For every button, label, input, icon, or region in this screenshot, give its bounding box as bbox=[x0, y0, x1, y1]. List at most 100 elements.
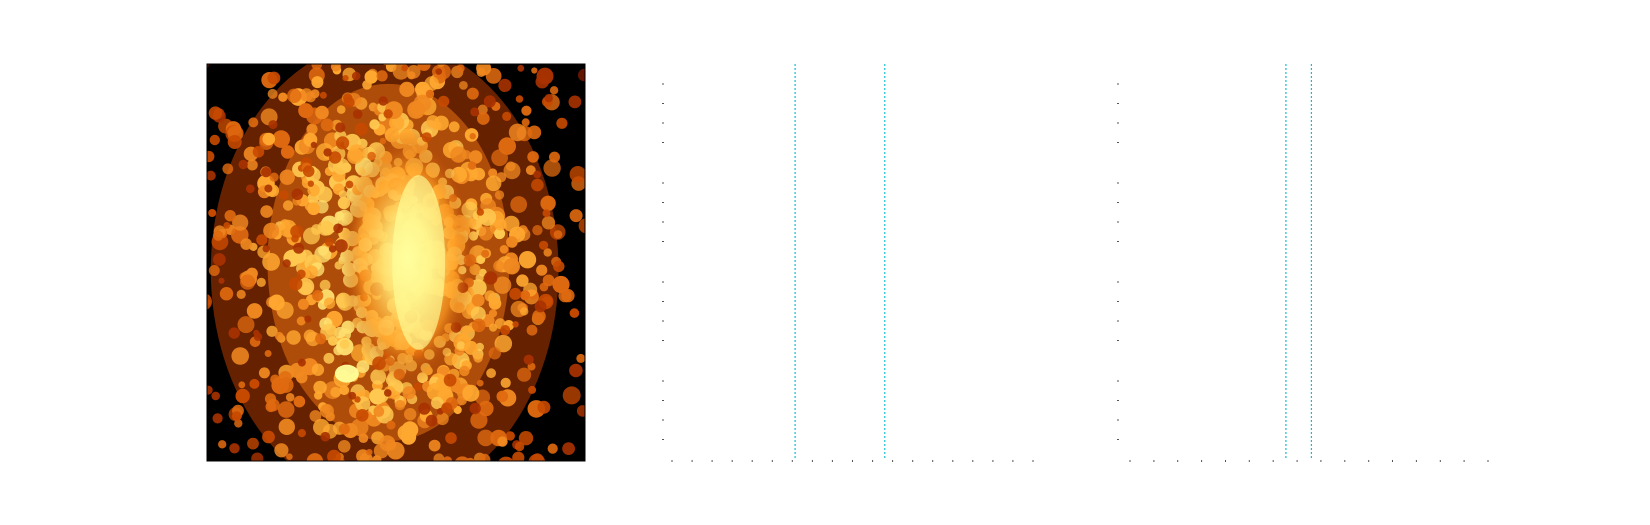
image-blob bbox=[154, 44, 168, 58]
image-outer-source bbox=[533, 170, 542, 179]
image-outer-source bbox=[320, 118, 334, 132]
image-blob bbox=[569, 363, 583, 378]
image-outer-source bbox=[418, 402, 431, 415]
image-bright-spot bbox=[334, 364, 359, 383]
image-outer-source bbox=[443, 373, 457, 387]
image-blob bbox=[508, 123, 527, 142]
image-blob bbox=[435, 64, 451, 80]
image-blob bbox=[161, 346, 172, 357]
image-blob bbox=[523, 467, 531, 475]
image-blob bbox=[330, 386, 341, 398]
image-blob bbox=[232, 214, 249, 231]
image-blob bbox=[431, 396, 444, 410]
image-blob bbox=[428, 439, 441, 452]
image-outer-source bbox=[441, 402, 453, 414]
image-blob bbox=[369, 119, 380, 130]
image-blob bbox=[306, 123, 318, 135]
image-blob bbox=[663, 107, 680, 124]
image-blob bbox=[416, 0, 433, 10]
image-outer-source bbox=[228, 327, 240, 339]
image-outer-source bbox=[207, 170, 216, 181]
image-blob bbox=[471, 294, 485, 307]
image-blob bbox=[494, 190, 505, 200]
image-blob bbox=[339, 385, 350, 396]
image-blob bbox=[528, 385, 537, 394]
image-blob bbox=[303, 329, 317, 342]
image-blob bbox=[373, 443, 389, 459]
image-blob bbox=[218, 516, 230, 525]
image-blob bbox=[436, 64, 446, 67]
image-blob bbox=[243, 482, 254, 493]
image-blob bbox=[488, 309, 498, 318]
image-blob bbox=[648, 0, 663, 2]
image-blob bbox=[319, 279, 331, 291]
image-outer-source bbox=[549, 151, 560, 163]
image-outer-source bbox=[315, 333, 327, 345]
image-blob bbox=[518, 431, 534, 446]
image-blob bbox=[50, 50, 59, 59]
image-blob bbox=[536, 264, 548, 276]
image-blob bbox=[432, 121, 442, 131]
image-blob bbox=[477, 429, 495, 447]
image-blob bbox=[497, 436, 508, 447]
image-blob bbox=[560, 474, 577, 491]
image-blob bbox=[171, 319, 180, 328]
image-blob bbox=[516, 274, 529, 287]
image-blob bbox=[347, 144, 366, 162]
image-blob bbox=[478, 226, 494, 241]
image-blob bbox=[357, 4, 367, 14]
image-blob bbox=[335, 462, 345, 472]
image-blob bbox=[459, 365, 470, 377]
image-blob bbox=[476, 67, 486, 77]
image-blob bbox=[496, 390, 509, 403]
image-outer-source bbox=[328, 151, 342, 164]
image-blob bbox=[510, 196, 528, 213]
image-blob bbox=[576, 405, 585, 417]
image-blob bbox=[518, 14, 527, 23]
image-blob bbox=[277, 401, 295, 418]
image-outer-source bbox=[290, 224, 304, 239]
image-blob bbox=[321, 404, 331, 414]
image-blob bbox=[506, 236, 518, 248]
image-blob bbox=[298, 39, 315, 56]
image-outer-source bbox=[304, 315, 312, 323]
image-blob bbox=[364, 23, 380, 39]
image-blob bbox=[472, 480, 488, 496]
image-outer-source bbox=[297, 358, 306, 367]
image-blob bbox=[92, 113, 109, 130]
image-blob bbox=[478, 453, 491, 461]
image-blob bbox=[311, 76, 324, 89]
image-blob bbox=[480, 482, 490, 492]
image-outer-source bbox=[310, 141, 317, 148]
image-blob bbox=[339, 339, 350, 349]
image-outer-source bbox=[568, 95, 582, 109]
image-blob bbox=[541, 216, 556, 230]
image-outer-source bbox=[218, 277, 225, 284]
image-blob bbox=[269, 172, 279, 182]
image-blob bbox=[219, 287, 234, 301]
image-blob bbox=[505, 431, 515, 441]
image-blob bbox=[285, 393, 295, 402]
image-outer-source bbox=[209, 134, 220, 146]
image-outer-source bbox=[425, 414, 438, 427]
image-blob bbox=[488, 347, 501, 360]
image-outer-source bbox=[297, 429, 306, 438]
image-outer-source bbox=[256, 234, 268, 246]
image-outer-source bbox=[476, 379, 484, 387]
image-outer-source bbox=[351, 71, 361, 81]
image-outer-source bbox=[469, 402, 481, 415]
image-blob bbox=[361, 482, 369, 490]
image-blob bbox=[512, 0, 522, 10]
image-blob bbox=[294, 491, 302, 499]
image-blob bbox=[569, 308, 580, 318]
image-blob bbox=[622, 457, 631, 466]
image-blob bbox=[385, 439, 397, 451]
image-blob bbox=[268, 294, 285, 311]
image-blob bbox=[525, 165, 536, 176]
image-outer-source bbox=[223, 222, 231, 229]
image-outer-source bbox=[355, 122, 368, 136]
image-blob bbox=[637, 301, 647, 311]
image-outer-source bbox=[378, 96, 388, 106]
image-outer-source bbox=[262, 430, 275, 444]
image-outer-source bbox=[264, 393, 277, 405]
